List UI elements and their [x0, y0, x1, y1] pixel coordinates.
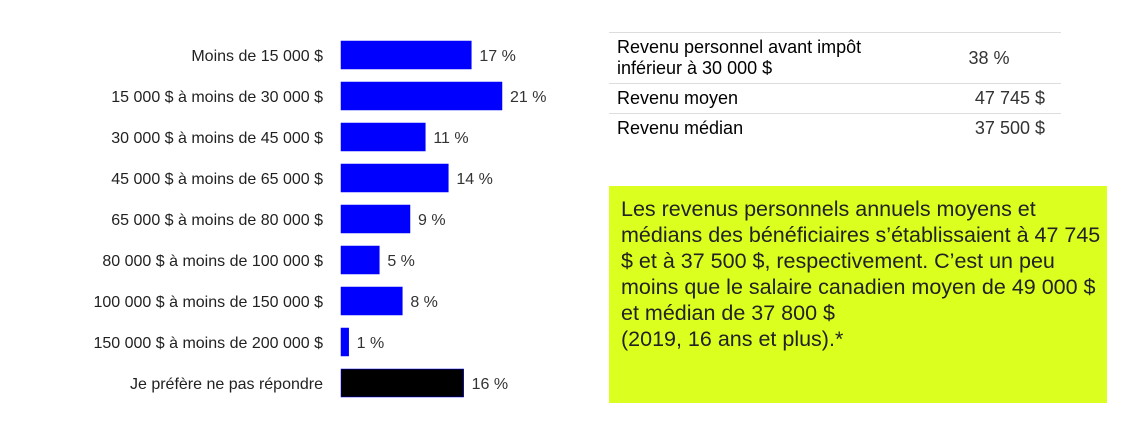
bar — [340, 122, 426, 152]
income-summary-table: Revenu personnel avant impôt inférieur à… — [609, 32, 1061, 143]
category-label: 30 000 $ à moins de 45 000 $ — [111, 130, 323, 147]
row-value: 37 500 $ — [925, 113, 1061, 143]
data-label: 11 % — [433, 130, 468, 147]
row-value: 38 % — [925, 32, 1061, 84]
category-label: 45 000 $ à moins de 65 000 $ — [111, 171, 323, 188]
callout-text: Les revenus personnels annuels moyens et… — [621, 197, 1101, 325]
category-label: 15 000 $ à moins de 30 000 $ — [111, 89, 323, 106]
row-label: Revenu personnel avant impôt inférieur à… — [609, 32, 925, 84]
bar — [340, 327, 349, 357]
table-row: Revenu moyen 47 745 $ — [609, 83, 1061, 114]
bar — [340, 286, 403, 316]
category-label: 80 000 $ à moins de 100 000 $ — [102, 253, 323, 270]
category-label: Je préfère ne pas répondre — [130, 376, 323, 393]
callout-box: Les revenus personnels annuels moyens et… — [609, 186, 1107, 403]
data-label: 21 % — [510, 89, 546, 106]
category-label: Moins de 15 000 $ — [191, 48, 323, 65]
category-label: 65 000 $ à moins de 80 000 $ — [111, 212, 323, 229]
row-label: Revenu médian — [609, 113, 925, 143]
category-label: 150 000 $ à moins de 200 000 $ — [93, 335, 323, 352]
row-label: Revenu moyen — [609, 83, 925, 114]
data-label: 1 % — [357, 335, 385, 352]
callout-note: (2019, 16 ans et plus).* — [621, 327, 844, 351]
table-row: Revenu personnel avant impôt inférieur à… — [609, 32, 1061, 84]
data-label: 5 % — [387, 253, 415, 270]
data-label: 17 % — [479, 48, 515, 65]
data-label: 8 % — [410, 294, 438, 311]
data-label: 14 % — [456, 171, 492, 188]
bar — [340, 245, 380, 275]
bar — [340, 368, 464, 398]
income-bar-chart: Moins de 15 000 $ 17 % 15 000 $ à moins de… — [93, 40, 546, 398]
bar — [340, 81, 503, 111]
data-label: 9 % — [418, 212, 446, 229]
category-label: 100 000 $ à moins de 150 000 $ — [93, 294, 323, 311]
bar — [340, 204, 411, 234]
row-value: 47 745 $ — [925, 83, 1061, 114]
table-row: Revenu médian 37 500 $ — [609, 113, 1061, 143]
bar — [340, 163, 449, 193]
data-label: 16 % — [472, 376, 508, 393]
bar — [340, 40, 472, 70]
